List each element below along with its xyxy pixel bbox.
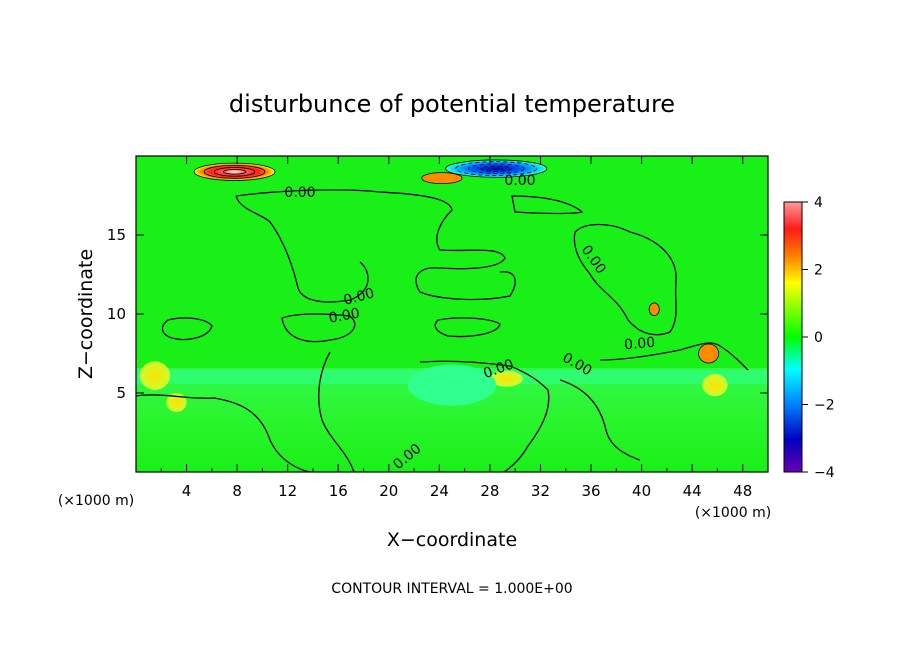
colorbar-tick-label: 4	[814, 195, 823, 211]
warm-core-contour	[222, 168, 247, 175]
zero-contour	[419, 360, 550, 472]
x-unit-left: (×1000 m)	[58, 493, 134, 509]
cold-core-contour	[455, 161, 538, 176]
x-tick-label: 48	[733, 482, 752, 500]
cold-anomaly	[445, 159, 548, 178]
colorbar-tick-label: 0	[814, 330, 823, 346]
chart-title: disturbunce of potential temperature	[229, 90, 675, 118]
colorbar-tick-label: −4	[814, 465, 835, 481]
warm-anomaly	[193, 162, 276, 181]
contour-label: 0.00	[504, 173, 535, 189]
zero-contour	[559, 379, 641, 461]
y-tick-label: 15	[107, 226, 126, 244]
zero-contour	[573, 223, 677, 336]
warm-anomaly	[489, 370, 523, 387]
cold-anomaly	[407, 364, 497, 406]
y-tick-label: 5	[116, 384, 126, 402]
zero-contour	[511, 195, 584, 215]
cold-core-contour	[480, 165, 512, 172]
y-axis-label: Z−coordinate	[75, 249, 97, 379]
contour-label: 0.00	[623, 335, 655, 354]
colorbar	[783, 201, 803, 473]
x-tick-label: 20	[379, 482, 398, 500]
x-tick-label: 28	[480, 482, 499, 500]
x-axis-label: X−coordinate	[387, 529, 517, 551]
cold-core-contour	[468, 163, 525, 174]
contour-label: 0.00	[328, 305, 361, 326]
contour-label: 0.00	[342, 285, 376, 309]
warm-core-contour	[213, 167, 256, 177]
warm-anomaly	[166, 393, 187, 412]
x-tick-label: 12	[278, 482, 297, 500]
warm-anomaly	[648, 302, 660, 316]
x-tick-label: 40	[632, 482, 651, 500]
y-tick-label: 10	[107, 305, 126, 323]
warm-anomaly	[139, 361, 171, 390]
x-tick-label: 4	[182, 482, 192, 500]
warm-anomaly	[702, 374, 728, 397]
zero-contour	[235, 189, 516, 301]
x-tick-label: 32	[531, 482, 550, 500]
warm-core-contour	[203, 164, 266, 179]
warm-anomaly	[421, 172, 463, 185]
contour-label: 0.00	[284, 185, 315, 201]
x-tick-label: 24	[430, 482, 449, 500]
colorbar-tick-label: −2	[814, 398, 835, 414]
zero-contour	[281, 313, 356, 343]
zero-contour	[318, 351, 355, 472]
zero-contour	[235, 195, 369, 303]
x-tick-label: 36	[581, 482, 600, 500]
contour-interval-note: CONTOUR INTERVAL = 1.000E+00	[331, 581, 572, 597]
x-tick-label: 44	[683, 482, 702, 500]
zero-contour	[161, 317, 213, 341]
colorbar-tick-label: 2	[814, 263, 823, 279]
zero-contour	[434, 317, 501, 338]
x-tick-label: 16	[329, 482, 348, 500]
x-unit-right: (×1000 m)	[695, 505, 771, 521]
zero-contour	[136, 394, 311, 472]
zero-contour	[599, 342, 749, 371]
warm-anomaly	[698, 343, 720, 364]
x-tick-label: 8	[232, 482, 242, 500]
plot-area	[136, 156, 768, 472]
